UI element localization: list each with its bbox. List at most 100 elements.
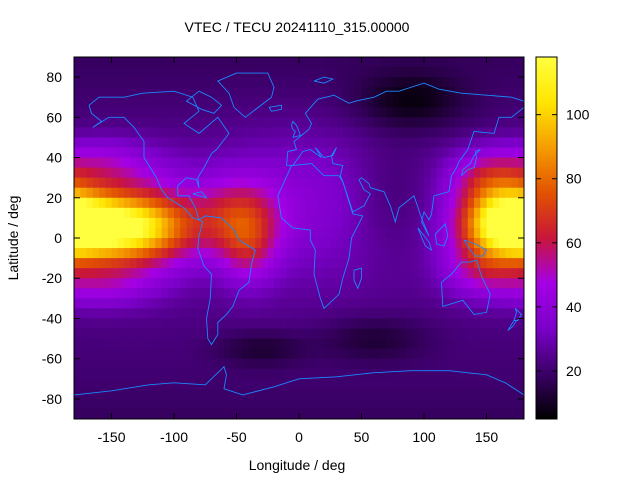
heatmap-cell: [386, 67, 394, 78]
heatmap-cell: [436, 408, 444, 419]
heatmap-cell: [311, 278, 319, 289]
heatmap-cell: [111, 258, 119, 269]
heatmap-cell: [442, 207, 450, 219]
heatmap-cell: [330, 378, 338, 390]
heatmap-cell: [205, 398, 213, 410]
heatmap-cell: [92, 147, 100, 159]
heatmap-cell: [342, 77, 350, 88]
heatmap-cell: [286, 248, 294, 259]
heatmap-cell: [74, 298, 81, 309]
heatmap-cell: [80, 358, 88, 370]
heatmap-cell: [174, 77, 181, 88]
heatmap-cell: [130, 127, 138, 139]
heatmap-cell: [399, 388, 406, 400]
heatmap-cell: [192, 308, 200, 320]
heatmap-cell: [111, 107, 119, 118]
heatmap-cell: [511, 288, 519, 299]
heatmap-cell: [474, 248, 481, 259]
heatmap-cell: [161, 117, 169, 128]
heatmap-cell: [492, 268, 500, 279]
heatmap-cell: [442, 388, 450, 400]
heatmap-cell: [405, 338, 413, 350]
heatmap-cell: [492, 238, 500, 249]
heatmap-cell: [199, 258, 206, 269]
heatmap-cell: [155, 127, 163, 139]
heatmap-cell: [436, 368, 444, 380]
heatmap-cell: [136, 97, 144, 108]
heatmap-cell: [436, 187, 444, 199]
heatmap-cell: [380, 177, 388, 189]
heatmap-cell: [374, 328, 381, 340]
heatmap-cell: [199, 117, 206, 128]
heatmap-cell: [224, 137, 231, 149]
heatmap-cell: [80, 248, 88, 259]
heatmap-cell: [411, 197, 419, 209]
heatmap-cell: [292, 248, 300, 259]
heatmap-cell: [74, 197, 81, 209]
heatmap-cell: [417, 278, 425, 289]
heatmap-cell: [242, 318, 250, 330]
heatmap-cell: [149, 348, 156, 360]
heatmap-cell: [486, 207, 494, 219]
heatmap-cell: [74, 308, 81, 320]
heatmap-cell: [224, 187, 231, 199]
heatmap-cell: [461, 348, 469, 360]
heatmap-cell: [505, 227, 513, 239]
heatmap-cell: [480, 57, 488, 68]
heatmap-cell: [261, 197, 269, 209]
heatmap-cell: [124, 147, 131, 159]
heatmap-cell: [449, 177, 456, 189]
heatmap-cell: [317, 318, 325, 330]
heatmap-cell: [236, 137, 244, 149]
heatmap-cell: [267, 348, 275, 360]
heatmap-cell: [317, 227, 325, 239]
heatmap-cell: [467, 97, 475, 108]
heatmap-cell: [161, 288, 169, 299]
heatmap-cell: [317, 308, 325, 320]
heatmap-cell: [130, 217, 138, 229]
heatmap-cell: [117, 278, 125, 289]
heatmap-cell: [449, 167, 456, 179]
heatmap-cell: [286, 217, 294, 229]
heatmap-cell: [342, 97, 350, 108]
heatmap-cell: [224, 258, 231, 269]
heatmap-cell: [330, 57, 338, 68]
heatmap-cell: [92, 207, 100, 219]
heatmap-cell: [136, 368, 144, 380]
heatmap-cell: [455, 177, 463, 189]
heatmap-cell: [105, 338, 113, 350]
heatmap-cell: [167, 358, 175, 370]
heatmap-cell: [161, 157, 169, 169]
heatmap-cell: [142, 408, 150, 419]
heatmap-cell: [467, 258, 475, 269]
heatmap-cell: [449, 87, 456, 98]
heatmap-cell: [355, 197, 363, 209]
heatmap-cell: [224, 167, 231, 179]
heatmap-cell: [449, 308, 456, 320]
heatmap-cell: [417, 378, 425, 390]
heatmap-cell: [442, 187, 450, 199]
heatmap-cell: [230, 278, 238, 289]
heatmap-cell: [405, 308, 413, 320]
heatmap-cell: [86, 398, 94, 410]
heatmap-cell: [430, 248, 438, 259]
heatmap-cell: [236, 147, 244, 159]
heatmap-cell: [467, 227, 475, 239]
heatmap-cell: [474, 57, 481, 68]
heatmap-cell: [499, 248, 506, 259]
heatmap-cell: [324, 117, 331, 128]
heatmap-cell: [192, 87, 200, 98]
heatmap-cell: [205, 348, 213, 360]
heatmap-cell: [124, 368, 131, 380]
heatmap-cell: [392, 328, 400, 340]
heatmap-cell: [436, 217, 444, 229]
heatmap-cell: [449, 217, 456, 229]
heatmap-cell: [511, 77, 519, 88]
heatmap-cell: [124, 227, 131, 239]
heatmap-cell: [161, 378, 169, 390]
heatmap-cell: [486, 147, 494, 159]
heatmap-cell: [136, 57, 144, 68]
coastline-svalbard: [313, 76, 335, 84]
heatmap-cell: [492, 207, 500, 219]
heatmap-cell: [386, 328, 394, 340]
